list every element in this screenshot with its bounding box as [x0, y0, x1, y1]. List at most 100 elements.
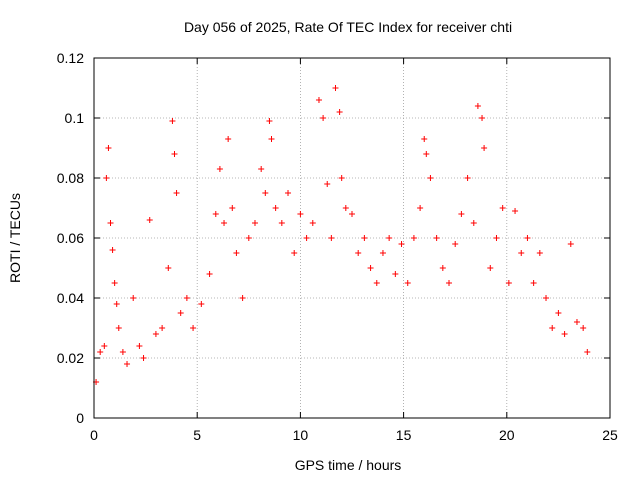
- x-tick-label: 15: [396, 427, 412, 443]
- data-point: [320, 115, 327, 121]
- data-point: [474, 103, 481, 109]
- data-point: [272, 205, 279, 211]
- data-point: [555, 310, 562, 316]
- data-point: [113, 301, 120, 307]
- data-point: [262, 190, 269, 196]
- x-tick-label: 0: [90, 427, 98, 443]
- data-point: [386, 235, 393, 241]
- data-point: [512, 208, 519, 214]
- data-point: [439, 265, 446, 271]
- data-point: [404, 280, 411, 286]
- tick-labels: 0 5 10 15 20 25 0 0.02 0.04 0.06 0.08 0.1 0.12: [57, 50, 618, 443]
- data-point: [417, 205, 424, 211]
- data-point: [212, 211, 219, 217]
- data-point: [518, 250, 525, 256]
- data-point: [536, 250, 543, 256]
- data-point: [379, 250, 386, 256]
- data-point: [183, 295, 190, 301]
- x-tick-label: 10: [293, 427, 309, 443]
- data-point: [470, 220, 477, 226]
- data-point: [159, 325, 166, 331]
- y-tick-label: 0.08: [57, 170, 84, 186]
- data-point: [103, 175, 110, 181]
- data-point: [101, 343, 108, 349]
- data-point: [410, 235, 417, 241]
- data-point: [266, 118, 273, 124]
- y-axis-label: ROTI / TECUs: [7, 193, 23, 283]
- data-point: [481, 145, 488, 151]
- data-point: [165, 265, 172, 271]
- data-point: [109, 247, 116, 253]
- data-point: [355, 250, 362, 256]
- data-point: [487, 265, 494, 271]
- data-point: [124, 361, 131, 367]
- data-point: [349, 211, 355, 217]
- data-point: [567, 241, 574, 247]
- x-tick-label: 20: [499, 427, 515, 443]
- x-tick-label: 25: [602, 427, 618, 443]
- data-point: [332, 85, 339, 91]
- data-point: [173, 190, 180, 196]
- data-point: [107, 220, 114, 226]
- data-point: [392, 271, 399, 277]
- data-point: [245, 235, 252, 241]
- data-point: [198, 301, 205, 307]
- data-point: [530, 280, 537, 286]
- data-point: [524, 235, 531, 241]
- data-point: [433, 235, 440, 241]
- data-point: [233, 250, 240, 256]
- data-point: [190, 325, 197, 331]
- y-tick-label: 0.06: [57, 230, 84, 246]
- data-point: [452, 241, 459, 247]
- data-point: [221, 220, 228, 226]
- data-point: [268, 136, 275, 142]
- data-point: [464, 175, 471, 181]
- data-point: [361, 235, 368, 241]
- data-point: [239, 295, 246, 301]
- data-point: [499, 205, 506, 211]
- data-point: [115, 325, 122, 331]
- data-point: [342, 205, 349, 211]
- data-point: [251, 220, 258, 226]
- data-point: [177, 310, 184, 316]
- chart-title: Day 056 of 2025, Rate Of TEC Index for r…: [184, 19, 512, 35]
- y-tick-label: 0.02: [57, 350, 84, 366]
- data-point: [373, 280, 380, 286]
- data-point: [573, 319, 580, 325]
- data-point: [446, 280, 453, 286]
- grid: [94, 58, 610, 418]
- y-tick-label: 0.12: [57, 50, 84, 66]
- data-point: [105, 145, 112, 151]
- data-point: [216, 166, 223, 172]
- data-point: [584, 349, 591, 355]
- data-point: [258, 166, 265, 172]
- data-point: [303, 235, 310, 241]
- data-point: [140, 355, 147, 361]
- data-point: [338, 175, 345, 181]
- data-point: [479, 115, 486, 121]
- data-point: [427, 175, 434, 181]
- data-point: [309, 220, 316, 226]
- y-tick-label: 0.1: [65, 110, 85, 126]
- data-point: [206, 271, 213, 277]
- data-point: [421, 136, 428, 142]
- data-point: [336, 109, 343, 115]
- y-tick-label: 0: [76, 410, 84, 426]
- data-point: [458, 211, 465, 217]
- data-point: [169, 118, 176, 124]
- data-point: [278, 220, 285, 226]
- x-tick-label: 5: [193, 427, 201, 443]
- y-tick-label: 0.04: [57, 290, 84, 306]
- data-point: [152, 331, 159, 337]
- data-point: [136, 343, 143, 349]
- data-point: [291, 250, 298, 256]
- data-point: [398, 241, 405, 247]
- data-point: [423, 151, 430, 157]
- data-point: [130, 295, 137, 301]
- data-point: [285, 190, 292, 196]
- data-point: [297, 211, 304, 217]
- axis-ticks: [93, 57, 611, 419]
- x-axis-label: GPS time / hours: [295, 457, 402, 473]
- data-point: [367, 265, 374, 271]
- data-point: [543, 295, 550, 301]
